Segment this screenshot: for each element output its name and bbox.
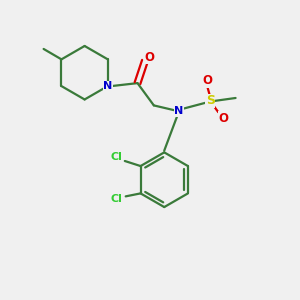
Text: N: N bbox=[103, 81, 112, 91]
Text: Cl: Cl bbox=[111, 152, 123, 162]
Text: O: O bbox=[202, 74, 212, 87]
Text: Cl: Cl bbox=[111, 194, 123, 204]
Text: O: O bbox=[218, 112, 228, 125]
Text: O: O bbox=[144, 51, 154, 64]
Text: S: S bbox=[206, 94, 215, 107]
Text: N: N bbox=[175, 106, 184, 116]
